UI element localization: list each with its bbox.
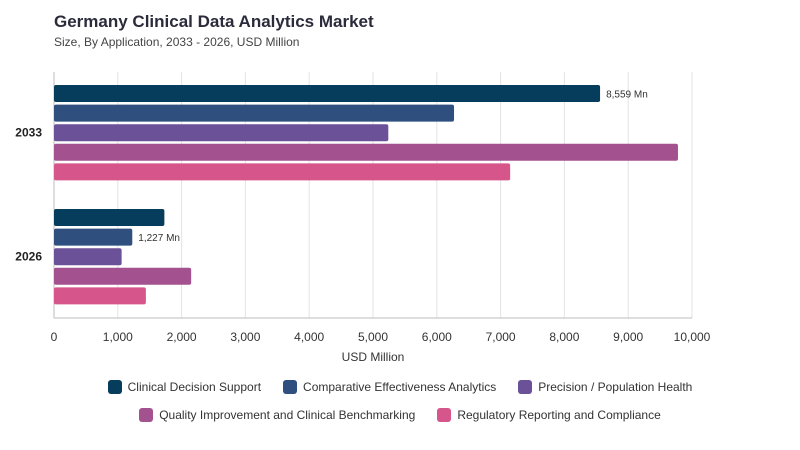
x-tick-label: 1,000	[103, 330, 133, 344]
bar	[54, 287, 146, 305]
bar	[54, 124, 389, 142]
data-label: 1,227 Mn	[138, 233, 180, 244]
legend-swatch	[518, 380, 533, 394]
chart-title: Germany Clinical Data Analytics Market	[54, 12, 374, 31]
bar	[54, 143, 678, 161]
bar	[54, 85, 601, 102]
x-tick-label: 0	[51, 330, 58, 344]
legend-swatch	[139, 408, 154, 422]
legend-label: Quality Improvement and Clinical Benchma…	[159, 408, 416, 422]
x-axis-title: USD Million	[342, 350, 405, 364]
x-tick-label: 8,000	[549, 330, 579, 344]
x-tick-label: 9,000	[613, 330, 643, 344]
legend-item-precision-population-health[interactable]: Precision / Population Health	[518, 380, 692, 394]
legend-item-quality-improvement[interactable]: Quality Improvement and Clinical Benchma…	[139, 408, 415, 422]
data-label: 8,559 Mn	[606, 90, 648, 101]
bar	[54, 228, 133, 246]
legend-swatch	[107, 380, 122, 394]
legend-swatch	[437, 408, 452, 422]
x-tick-label: 7,000	[486, 330, 516, 344]
legend-label: Clinical Decision Support	[127, 380, 262, 394]
legend-label: Regulatory Reporting and Compliance	[457, 408, 661, 422]
bar	[54, 163, 511, 181]
bar	[54, 104, 455, 122]
legend-label: Precision / Population Health	[538, 380, 693, 394]
x-tick-label: 10,000	[674, 330, 711, 344]
legend-row-1: Clinical Decision Support Comparative Ef…	[0, 380, 800, 394]
legend-row-2: Quality Improvement and Clinical Benchma…	[0, 408, 800, 422]
y-category-label: 2033	[15, 126, 42, 140]
bar	[54, 248, 122, 266]
legend: Clinical Decision Support Comparative Ef…	[0, 380, 800, 436]
bar	[54, 209, 165, 226]
x-tick-label: 4,000	[294, 330, 324, 344]
legend-item-regulatory-reporting[interactable]: Regulatory Reporting and Compliance	[437, 408, 661, 422]
x-tick-label: 6,000	[422, 330, 452, 344]
legend-item-comparative-effectiveness-analytics[interactable]: Comparative Effectiveness Analytics	[283, 380, 496, 394]
x-tick-label: 2,000	[167, 330, 197, 344]
legend-swatch	[283, 380, 298, 394]
bar	[54, 267, 192, 285]
y-category-label: 2026	[15, 250, 42, 264]
chart-subtitle: Size, By Application, 2033 - 2026, USD M…	[54, 35, 300, 49]
x-tick-label: 3,000	[230, 330, 260, 344]
legend-item-clinical-decision-support[interactable]: Clinical Decision Support	[107, 380, 262, 394]
legend-label: Comparative Effectiveness Analytics	[303, 380, 497, 394]
x-tick-label: 5,000	[358, 330, 388, 344]
